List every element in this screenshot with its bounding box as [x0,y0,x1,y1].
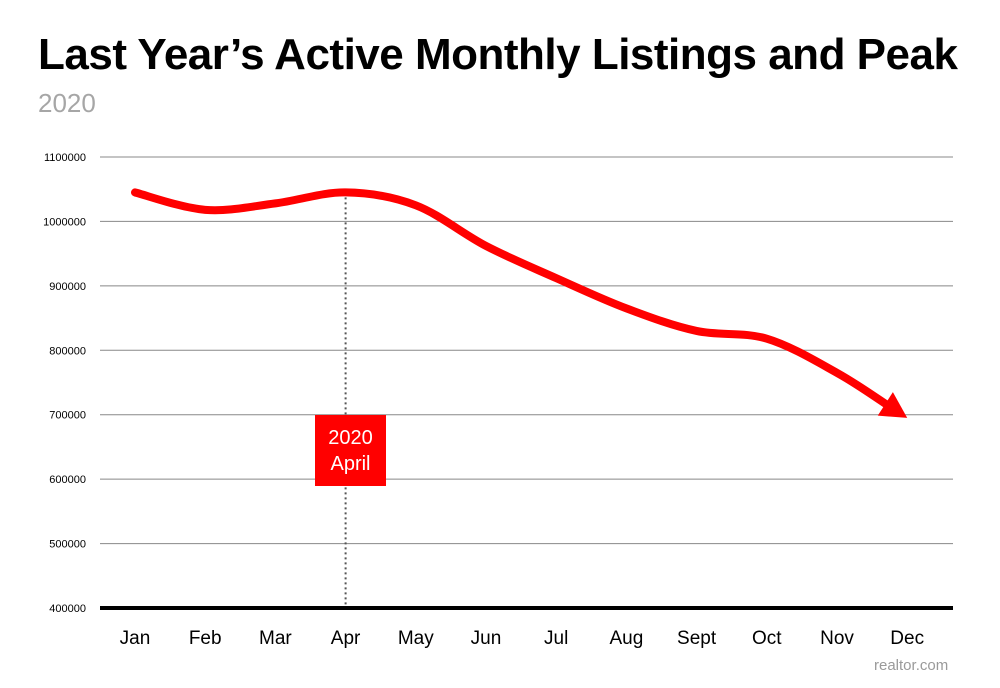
x-tick-label-nov: Nov [820,628,854,649]
peak-annotation-month: April [330,452,371,475]
gridlines [100,156,953,545]
x-tick-label-apr: Apr [331,628,361,649]
y-tick-label-900000: 900000 [49,281,86,293]
x-tick-label-jul: Jul [544,628,568,649]
x-tick-label-mar: Mar [259,628,292,649]
series-line-layer [131,188,908,418]
x-tick-label-dec: Dec [890,628,924,649]
chart-title: Last Year’s Active Monthly Listings and … [38,30,958,79]
y-tick-label-500000: 500000 [49,539,86,551]
x-tick-label-jun: Jun [471,628,502,649]
chart-subtitle: 2020 [38,88,96,118]
y-tick-label-800000: 800000 [49,345,86,357]
x-tick-label-aug: Aug [609,628,643,649]
x-tick-label-sept: Sept [677,628,717,649]
x-tick-label-feb: Feb [189,628,222,649]
series-arrowhead [877,392,908,418]
y-tick-label-1000000: 1000000 [43,216,86,228]
x-tick-label-oct: Oct [752,628,782,649]
y-tick-label-1100000: 1100000 [44,152,86,164]
x-tick-label-jan: Jan [120,628,151,649]
y-tick-label-600000: 600000 [49,474,86,486]
peak-annotation-year: 2020 [328,426,373,449]
y-axis-tick-labels: 400000 500000 600000 700000 800000 900000 1000… [43,152,86,615]
peak-annotation-box: 2020 April [315,415,386,486]
y-tick-label-400000: 400000 [49,603,86,615]
x-axis-tick-labels: Jan Feb Mar Apr May Jun Jul Aug Sept Oct Nov Dec [120,628,924,649]
series-line [131,188,895,412]
source-credit: realtor.com [874,657,949,674]
x-tick-label-may: May [398,628,434,649]
y-tick-label-700000: 700000 [49,410,86,422]
